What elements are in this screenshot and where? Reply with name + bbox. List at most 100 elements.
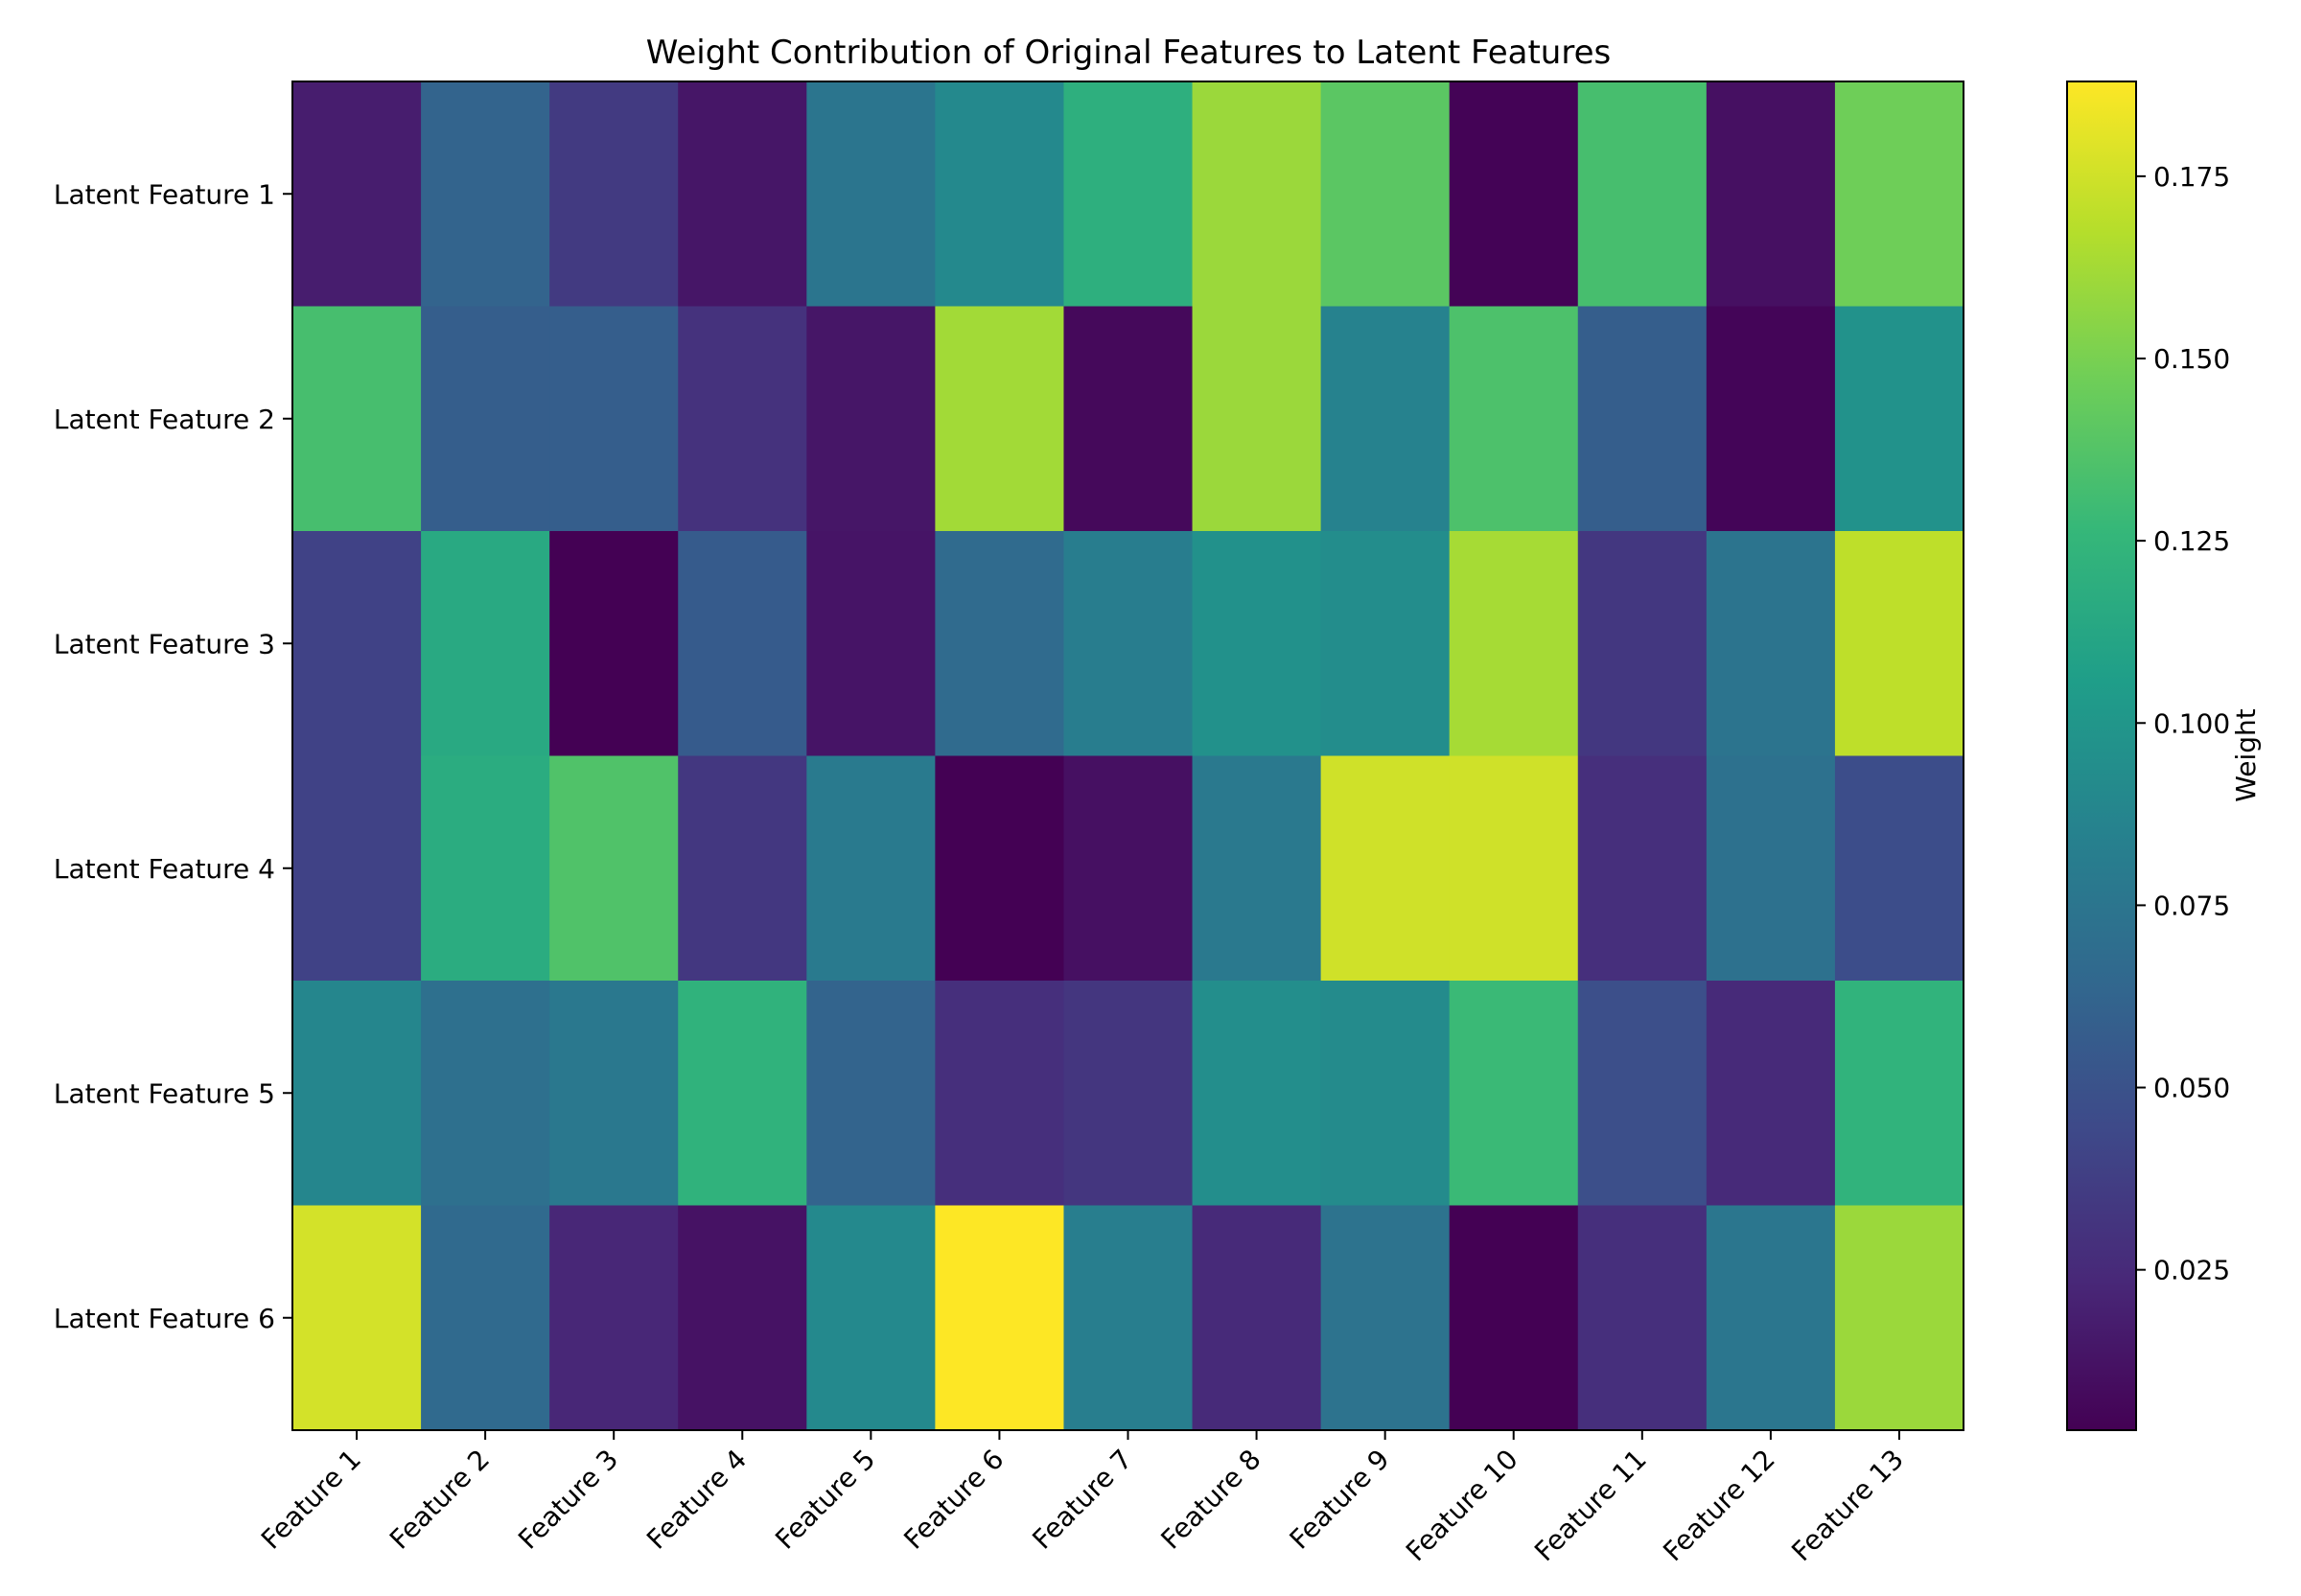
heatmap-cell xyxy=(1577,531,1708,757)
heatmap-cell xyxy=(421,531,550,757)
heatmap-cell xyxy=(1577,755,1708,982)
heatmap-cell xyxy=(678,1205,807,1431)
colorbar-tick-label: 0.050 xyxy=(2153,1073,2230,1104)
heatmap-cell xyxy=(678,81,807,308)
heatmap-cell xyxy=(1706,531,1836,757)
heatmap-cell xyxy=(1063,81,1194,308)
heatmap-cell xyxy=(806,1205,936,1431)
heatmap-cell xyxy=(1577,306,1708,532)
x-tick-label: Feature 3 xyxy=(512,1444,624,1556)
heatmap-cell xyxy=(1320,81,1451,308)
y-tick-label: Latent Feature 4 xyxy=(54,853,275,885)
heatmap-cell xyxy=(1449,981,1579,1207)
colorbar-tick-label: 0.125 xyxy=(2153,525,2230,557)
heatmap-cell xyxy=(806,81,936,308)
heatmap-cell xyxy=(678,531,807,757)
colorbar xyxy=(2066,81,2137,1431)
heatmap-cell xyxy=(1449,81,1579,308)
x-tick-label: Feature 5 xyxy=(769,1444,881,1556)
y-tick-label: Latent Feature 3 xyxy=(54,628,275,659)
x-tick-label: Feature 7 xyxy=(1026,1444,1138,1556)
colorbar-tick-label: 0.025 xyxy=(2153,1255,2230,1286)
heatmap-cell xyxy=(678,306,807,532)
heatmap-cell xyxy=(1320,531,1451,757)
x-tick-label: Feature 12 xyxy=(1657,1444,1781,1568)
heatmap-cell xyxy=(1063,306,1194,532)
heatmap-cells xyxy=(292,81,1964,1431)
heatmap-cell xyxy=(935,306,1065,532)
colorbar-label: Weight xyxy=(2230,708,2262,802)
heatmap-cell xyxy=(1063,755,1194,982)
heatmap-cell xyxy=(1192,81,1322,308)
heatmap-cell xyxy=(1577,981,1708,1207)
heatmap-cell xyxy=(678,755,807,982)
x-tick-label: Feature 13 xyxy=(1785,1444,1910,1568)
heatmap-cell xyxy=(935,81,1065,308)
heatmap-cell xyxy=(1192,1205,1322,1431)
x-tick-label: Feature 10 xyxy=(1400,1444,1524,1568)
colorbar-ticks: 0.025 0.050 0.075 0.100 0.125 0.150 0.175 xyxy=(2136,161,2230,1286)
heatmap-cell xyxy=(1449,755,1579,982)
heatmap-cell xyxy=(1706,306,1836,532)
heatmap-cell xyxy=(1834,755,1964,982)
x-tick-label: Feature 6 xyxy=(897,1444,1010,1556)
heatmap-cell xyxy=(421,81,550,308)
heatmap-cell xyxy=(1706,81,1836,308)
x-tick-label: Feature 8 xyxy=(1154,1444,1267,1556)
heatmap-cell xyxy=(678,981,807,1207)
x-tick-label: Feature 9 xyxy=(1284,1444,1396,1556)
heatmap-cell xyxy=(1834,81,1964,308)
colorbar-tick-label: 0.075 xyxy=(2153,890,2230,921)
heatmap-cell xyxy=(806,981,936,1207)
heatmap-cell xyxy=(292,1205,422,1431)
heatmap-cell xyxy=(1320,755,1451,982)
heatmap-cell xyxy=(1063,981,1194,1207)
x-tick-label: Feature 2 xyxy=(384,1444,496,1556)
heatmap-cell xyxy=(1834,531,1964,757)
heatmap-cell xyxy=(1449,531,1579,757)
heatmap-cell xyxy=(1577,81,1708,308)
heatmap-cell xyxy=(806,531,936,757)
heatmap-cell xyxy=(1449,1205,1579,1431)
heatmap-cell xyxy=(549,1205,679,1431)
colorbar-tick-label: 0.100 xyxy=(2153,707,2230,739)
heatmap-cell xyxy=(1320,1205,1451,1431)
heatmap-cell xyxy=(1063,531,1194,757)
y-axis-ticks: Latent Feature 1 Latent Feature 2 Latent F… xyxy=(54,178,292,1334)
heatmap-cell xyxy=(1834,306,1964,532)
plot-frame xyxy=(291,81,1964,1431)
heatmap-cell xyxy=(292,306,422,532)
y-tick-label: Latent Feature 5 xyxy=(54,1077,275,1109)
heatmap-cell xyxy=(421,1205,550,1431)
heatmap-cell xyxy=(1063,1205,1194,1431)
heatmap-cell xyxy=(1320,981,1451,1207)
x-tick-label: Feature 1 xyxy=(255,1444,367,1556)
heatmap-cell xyxy=(549,306,679,532)
heatmap-cell xyxy=(1706,755,1836,982)
heatmap-cell xyxy=(292,531,422,757)
chart-title: Weight Contribution of Original Features… xyxy=(646,34,1611,72)
heatmap-cell xyxy=(421,306,550,532)
heatmap-cell xyxy=(1320,306,1451,532)
heatmap-cell xyxy=(549,531,679,757)
heatmap-cell xyxy=(935,1205,1065,1431)
heatmap-cell xyxy=(1834,1205,1964,1431)
heatmap-cell xyxy=(1192,306,1322,532)
heatmap-cell xyxy=(806,755,936,982)
y-tick-label: Latent Feature 2 xyxy=(54,404,275,435)
heatmap-cell xyxy=(292,981,422,1207)
heatmap-cell xyxy=(1449,306,1579,532)
x-tick-label: Feature 11 xyxy=(1528,1444,1653,1568)
heatmap-cell xyxy=(1192,981,1322,1207)
heatmap-cell xyxy=(935,531,1065,757)
heatmap-cell xyxy=(1706,981,1836,1207)
heatmap-cell xyxy=(421,981,550,1207)
heatmap-cell xyxy=(549,981,679,1207)
heatmap-cell xyxy=(549,81,679,308)
y-tick-label: Latent Feature 1 xyxy=(54,178,275,210)
x-tick-label: Feature 4 xyxy=(640,1444,753,1556)
heatmap-cell xyxy=(1577,1205,1708,1431)
heatmap-cell xyxy=(292,81,422,308)
heatmap-cell xyxy=(1706,1205,1836,1431)
